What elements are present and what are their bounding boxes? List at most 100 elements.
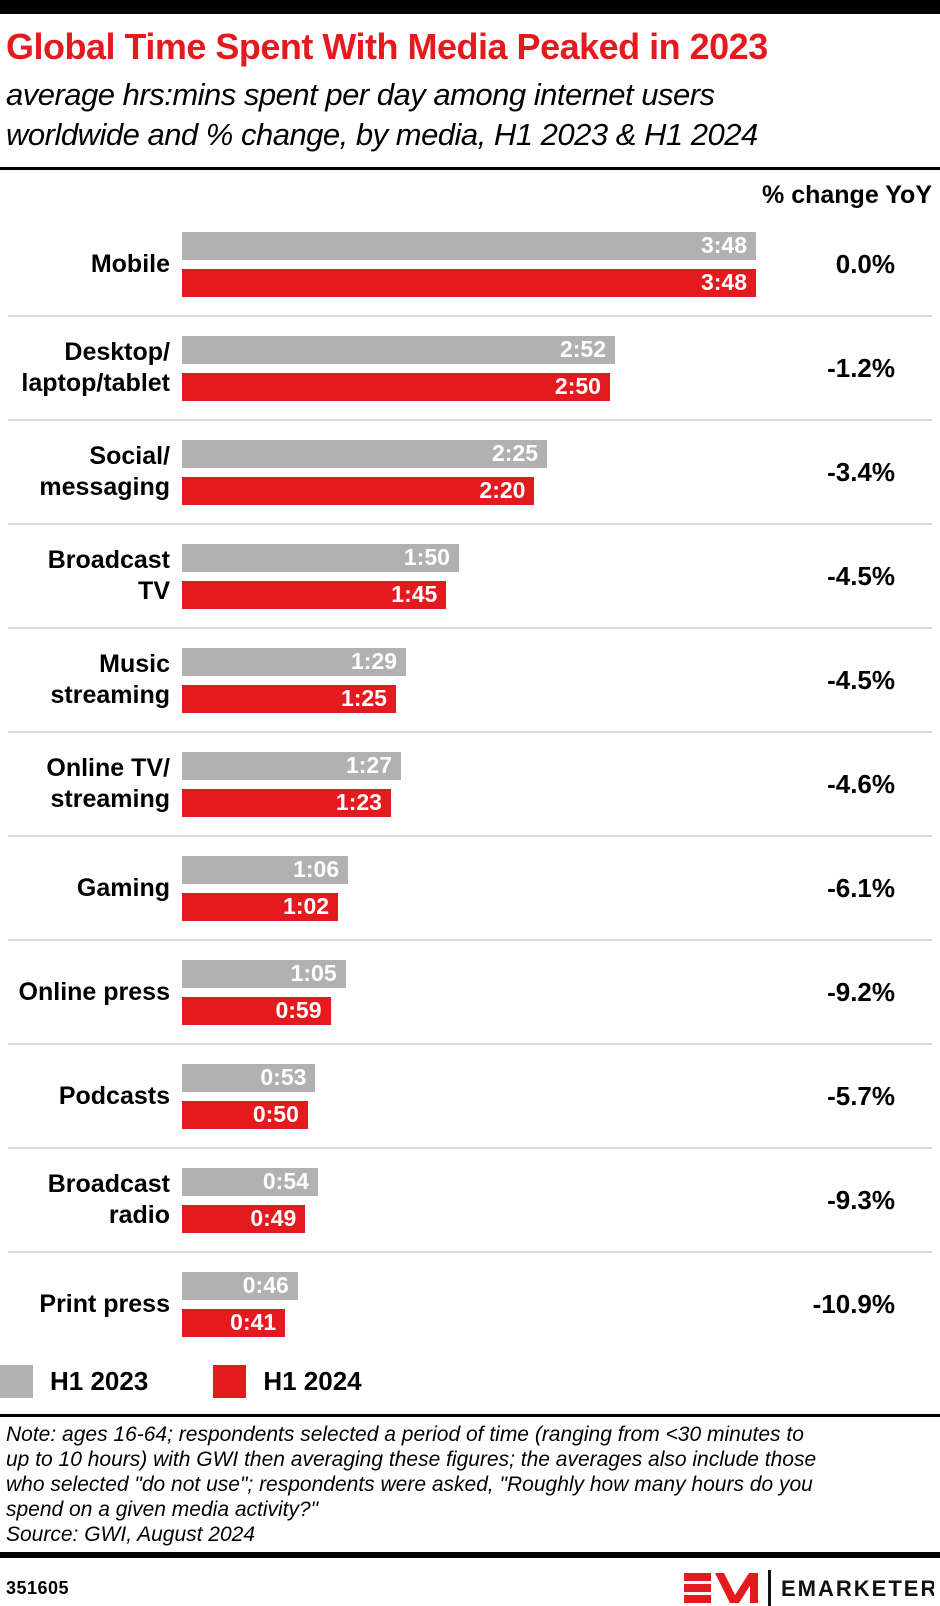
h1-2023-swatch-icon (0, 1364, 33, 1398)
bar-group: 0:46 0:41 (182, 1271, 756, 1337)
h1-2024-bar: 2:50 (182, 372, 610, 401)
chart-row: Music streaming 1:29 1:25 -4.5% (0, 627, 940, 732)
bar-group: 1:29 1:25 (182, 647, 756, 713)
bar-value-h1-2023: 2:25 (491, 440, 539, 467)
h1-2023-bar: 0:53 (182, 1063, 316, 1092)
bar-value-h1-2023: 3:48 (700, 232, 747, 259)
bar-value-h1-2023: 2:52 (559, 336, 607, 363)
footer: 351605 EMARKETER (0, 1558, 940, 1606)
row-label: Print press (39, 1289, 170, 1318)
chart-row: Print press 0:46 0:41 -10.9% (0, 1251, 940, 1356)
pct-change: -6.1% (827, 872, 895, 903)
note-text: Note: ages 16-64; respondents selected a… (6, 1423, 817, 1522)
bar-value-h1-2024: 0:59 (275, 997, 322, 1024)
chart-row: Gaming 1:06 1:02 -6.1% (0, 835, 940, 940)
row-label: Music streaming (50, 650, 170, 710)
row-label: Broadcast TV (47, 546, 170, 606)
bar-value-h1-2024: 2:50 (554, 373, 601, 400)
bar-value-h1-2023: 0:46 (242, 1272, 289, 1299)
legend-label-h1-2023: H1 2023 (50, 1365, 149, 1396)
h1-2023-bar: 1:50 (182, 543, 459, 572)
bar-group: 2:25 2:20 (182, 439, 756, 505)
row-label: Online TV/ streaming (46, 754, 170, 814)
h1-2023-bar: 1:27 (182, 751, 402, 780)
h1-2024-bar: 3:48 (182, 268, 756, 297)
row-label: Social/ messaging (39, 442, 170, 502)
bar-group: 1:27 1:23 (182, 751, 756, 817)
bar-group: 3:48 3:48 (182, 231, 756, 297)
h1-2023-bar: 1:06 (182, 855, 349, 884)
chart-row: Desktop/ laptop/tablet 2:52 2:50 -1.2% (0, 315, 940, 420)
chart-row: Podcasts 0:53 0:50 -5.7% (0, 1043, 940, 1148)
row-label: Online press (18, 977, 170, 1006)
emarketer-logo-icon: EMARKETER (684, 1570, 934, 1606)
pct-change: -4.5% (827, 560, 895, 591)
h1-2024-swatch-icon (213, 1364, 247, 1398)
h1-2023-bar: 2:52 (182, 335, 616, 364)
chart-row: Online press 1:05 0:59 -9.2% (0, 939, 940, 1044)
chart-row: Broadcast TV 1:50 1:45 -4.5% (0, 523, 940, 628)
h1-2024-bar: 2:20 (182, 476, 535, 505)
bar-value-h1-2023: 1:29 (351, 648, 398, 675)
bar-group: 0:53 0:50 (182, 1063, 756, 1129)
pct-change: -3.4% (827, 456, 895, 487)
brand-name: EMARKETER (781, 1576, 934, 1601)
header: Global Time Spent With Media Peaked in 2… (0, 14, 940, 155)
bar-value-h1-2024: 0:49 (250, 1205, 297, 1232)
bar-value-h1-2024: 3:48 (700, 269, 747, 296)
bar-value-h1-2023: 1:05 (290, 960, 337, 987)
note-divider (0, 1414, 940, 1418)
legend-item-h1-2023: H1 2023 (0, 1364, 149, 1398)
pct-change: -4.6% (827, 768, 895, 799)
h1-2023-bar: 1:05 (182, 959, 346, 988)
bar-value-h1-2024: 2:20 (479, 477, 526, 504)
header-divider (0, 167, 940, 171)
bar-value-h1-2024: 0:41 (230, 1309, 277, 1336)
page-title: Global Time Spent With Media Peaked in 2… (6, 26, 768, 67)
pct-change: -10.9% (812, 1288, 895, 1319)
bar-value-h1-2024: 0:50 (252, 1101, 299, 1128)
h1-2024-bar: 1:25 (182, 684, 396, 713)
bar-value-h1-2024: 1:45 (391, 581, 438, 608)
bar-group: 0:54 0:49 (182, 1167, 756, 1233)
chart-row: Online TV/ streaming 1:27 1:23 -4.6% (0, 731, 940, 836)
h1-2024-bar: 0:50 (182, 1100, 308, 1129)
h1-2024-bar: 1:23 (182, 788, 391, 817)
h1-2023-bar: 3:48 (182, 231, 756, 260)
legend: H1 2023 H1 2024 (0, 1364, 940, 1398)
legend-item-h1-2024: H1 2024 (213, 1364, 362, 1398)
chart-id: 351605 (6, 1577, 70, 1598)
h1-2024-bar: 0:41 (182, 1308, 286, 1337)
row-label: Broadcast radio (47, 1170, 170, 1230)
top-black-bar (0, 0, 940, 14)
chart-row: Social/ messaging 2:25 2:20 -3.4% (0, 419, 940, 524)
h1-2023-bar: 2:25 (182, 439, 548, 468)
pct-change: 0.0% (835, 248, 895, 279)
h1-2023-bar: 1:29 (182, 647, 407, 676)
h1-2024-bar: 1:02 (182, 892, 339, 921)
bar-value-h1-2024: 1:02 (283, 893, 330, 920)
row-label: Mobile (90, 249, 170, 278)
bar-group: 2:52 2:50 (182, 335, 756, 401)
source-text: Source: GWI, August 2024 (6, 1523, 256, 1547)
bar-value-h1-2024: 1:25 (340, 685, 387, 712)
pct-change: -9.2% (827, 976, 895, 1007)
chart-row: Mobile 3:48 3:48 0.0% (0, 212, 940, 316)
bar-group: 1:05 0:59 (182, 959, 756, 1025)
row-label: Desktop/ laptop/tablet (21, 338, 170, 398)
legend-label-h1-2024: H1 2024 (263, 1365, 362, 1396)
h1-2023-bar: 0:54 (182, 1167, 318, 1196)
bar-value-h1-2023: 1:50 (403, 544, 450, 571)
h1-2024-bar: 0:59 (182, 996, 331, 1025)
chart-row: Broadcast radio 0:54 0:49 -9.3% (0, 1147, 940, 1252)
h1-2024-bar: 1:45 (182, 580, 447, 609)
bar-group: 1:50 1:45 (182, 543, 756, 609)
pct-change: -9.3% (827, 1184, 895, 1215)
pct-change: -1.2% (827, 352, 895, 383)
bar-value-h1-2023: 0:53 (260, 1064, 307, 1091)
chart-rows: Mobile 3:48 3:48 0.0% Desktop/ laptop/ta… (0, 212, 940, 1356)
bar-value-h1-2023: 1:06 (293, 856, 340, 883)
bottom-black-bar (0, 1552, 940, 1559)
bar-value-h1-2024: 1:23 (335, 789, 382, 816)
row-label: Gaming (76, 873, 170, 902)
